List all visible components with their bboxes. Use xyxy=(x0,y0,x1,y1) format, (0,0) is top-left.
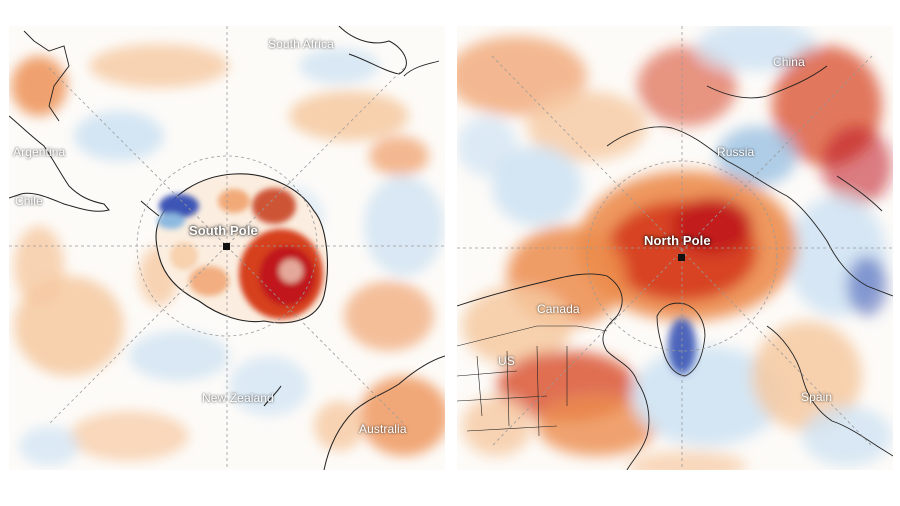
north-anomaly-layer xyxy=(457,26,893,470)
label-australia: Australia xyxy=(359,422,407,436)
south-anomaly-layer xyxy=(9,26,445,470)
label-russia: Russia xyxy=(717,145,755,159)
label-us: US xyxy=(498,354,515,368)
new-zealand-coast xyxy=(263,385,282,407)
north-graticule xyxy=(457,26,893,470)
africa-coast xyxy=(338,26,440,77)
label-canada: Canada xyxy=(537,302,580,316)
north-polar-map: China Russia North Pole Canada US Spain xyxy=(457,26,893,470)
south-pole-marker xyxy=(223,243,230,250)
label-new-zealand: New Zealand xyxy=(202,391,274,405)
label-china: China xyxy=(773,55,805,69)
australia-coast xyxy=(323,355,445,470)
label-argentina: Argentina xyxy=(13,145,66,159)
south-temperature-anomalies xyxy=(11,44,445,466)
south-pole-label: South Pole xyxy=(189,223,258,238)
label-chile: Chile xyxy=(15,194,43,208)
label-south-africa: South Africa xyxy=(268,37,334,51)
label-spain: Spain xyxy=(801,390,833,404)
north-coastlines xyxy=(457,65,893,470)
north-pole-label: North Pole xyxy=(644,233,711,248)
south-america-coast xyxy=(9,30,110,212)
north-pole-marker xyxy=(678,254,685,261)
antarctica-landmass xyxy=(140,173,328,324)
south-polar-map: South Africa Argentina Chile South Pole … xyxy=(9,26,445,470)
north-america-borders xyxy=(457,325,608,437)
